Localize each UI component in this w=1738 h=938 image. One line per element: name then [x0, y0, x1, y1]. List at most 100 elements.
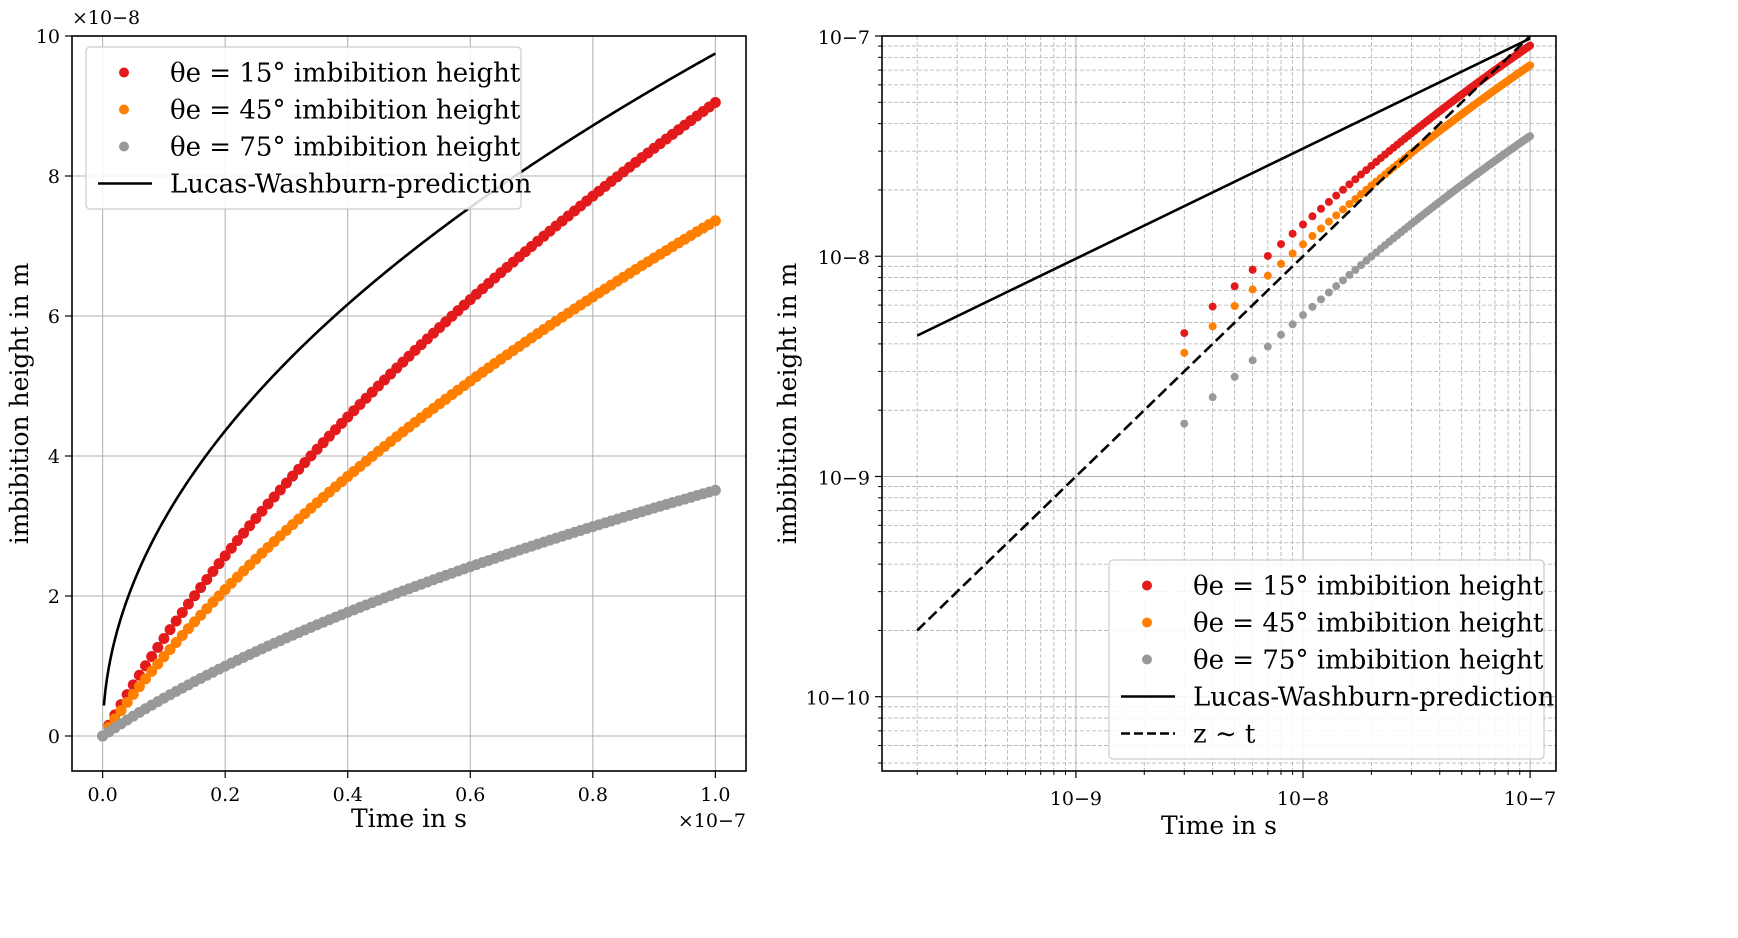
data-point [1351, 265, 1360, 274]
data-point [225, 542, 237, 554]
legend-marker [119, 104, 129, 115]
x-offset-text: ×10−7 [678, 810, 746, 832]
legend-label: θe = 75° imbibition height [170, 133, 521, 163]
legend-label: θe = 15° imbibition height [1193, 572, 1544, 602]
y-axis-title: imbibition height in m [5, 262, 34, 544]
y-tick-label: 10−7 [818, 27, 870, 49]
data-point [1208, 393, 1217, 402]
series-line [102, 52, 716, 706]
data-point [1288, 229, 1297, 238]
data-point [238, 527, 250, 539]
data-point [709, 484, 721, 496]
plot-panel-1: 0.0 0.2 0.4 0.6 0.8 1.0 0 2 4 6 8 10 ×10−8 ×10−7 Time … [5, 7, 747, 833]
data-point [1180, 419, 1189, 428]
data-point [1317, 204, 1326, 213]
data-point [1351, 195, 1360, 204]
data-point [1339, 185, 1348, 194]
data-point [1356, 261, 1365, 270]
data-point [1230, 302, 1239, 311]
x-tick-label: 0.0 [88, 784, 118, 806]
legend-marker [119, 67, 129, 78]
data-point [219, 550, 231, 562]
data-point [1339, 276, 1348, 285]
series-1 [1180, 41, 1535, 338]
data-point [1308, 232, 1317, 241]
legend-label: z ∼ t [1193, 720, 1256, 750]
data-point [115, 705, 127, 717]
data-point [1308, 302, 1317, 311]
legend-marker [119, 141, 129, 152]
legend-frame [85, 46, 522, 210]
axes-frame [881, 35, 1557, 772]
data-point [1299, 220, 1308, 229]
legend-marker [1142, 617, 1152, 628]
data-point [1356, 170, 1365, 179]
data-point [1263, 342, 1272, 351]
data-point [140, 673, 152, 685]
data-point [1299, 311, 1308, 320]
plot-panel-2: 10−9 10−8 10−7 10−10 10−9 10−8 10−7 Time in s im… [773, 27, 1557, 840]
data-point [709, 97, 721, 108]
x-axis-title: Time in s [351, 804, 467, 833]
data-point [213, 558, 225, 570]
data-point [146, 651, 158, 663]
y-tick-label: 8 [48, 166, 60, 188]
x-tick-label: 0.8 [578, 784, 608, 806]
data-point [1288, 249, 1297, 258]
data-point [1345, 270, 1354, 279]
y-tick-label: 10−9 [818, 467, 870, 489]
data-point [1317, 224, 1326, 233]
data-point [1208, 322, 1217, 331]
data-point [1248, 356, 1257, 365]
data-point [1308, 212, 1317, 221]
legend-label: Lucas-Washburn-prediction [170, 170, 532, 200]
data-point [1180, 329, 1189, 338]
series-5 [916, 36, 1532, 632]
legend-label: θe = 15° imbibition height [170, 59, 521, 89]
data-point [1526, 41, 1535, 50]
data-point [1332, 191, 1341, 200]
series-3 [1180, 132, 1535, 428]
data-point [152, 658, 164, 670]
series-line [916, 37, 1531, 337]
data-point [133, 681, 145, 693]
data-point [1277, 240, 1286, 249]
x-tick-label: 0.6 [455, 784, 485, 806]
data-point [1230, 282, 1239, 291]
y-tick-label: 6 [48, 306, 60, 328]
legend-marker [1142, 654, 1152, 665]
y-tick-label: 10−10 [806, 688, 870, 710]
data-point [158, 632, 170, 644]
data-point [121, 696, 133, 708]
legend: θe = 15° imbibition height θe = 45° imbib… [1108, 559, 1555, 760]
data-point [158, 651, 170, 663]
data-point [250, 512, 262, 524]
series-2 [97, 215, 721, 742]
x-tick-label: 1.0 [700, 784, 730, 806]
data-point [189, 590, 201, 602]
y-tick-label: 4 [48, 446, 60, 468]
plot-area [916, 36, 1535, 632]
x-tick-label: 0.2 [210, 784, 240, 806]
x-tick-label: 0.4 [333, 784, 363, 806]
data-point [1345, 180, 1354, 189]
data-point [709, 215, 721, 227]
y-tick-label: 2 [48, 586, 60, 608]
x-tick-label: 10−8 [1277, 788, 1329, 810]
data-point [170, 615, 182, 627]
data-point [201, 573, 213, 585]
series-4 [102, 52, 716, 706]
data-point [1230, 372, 1239, 381]
data-point [1332, 282, 1341, 291]
data-point [256, 505, 268, 517]
data-point [1345, 200, 1354, 209]
data-point [1180, 348, 1189, 357]
y-axis-title: imbibition height in m [773, 262, 802, 544]
legend-label: θe = 45° imbibition height [170, 96, 521, 126]
data-point [1339, 205, 1348, 214]
data-point [164, 624, 176, 636]
x-tick-label: 10−9 [1050, 788, 1102, 810]
plot-area [97, 52, 721, 742]
legend-frame [1108, 559, 1545, 760]
data-point [1526, 61, 1535, 70]
